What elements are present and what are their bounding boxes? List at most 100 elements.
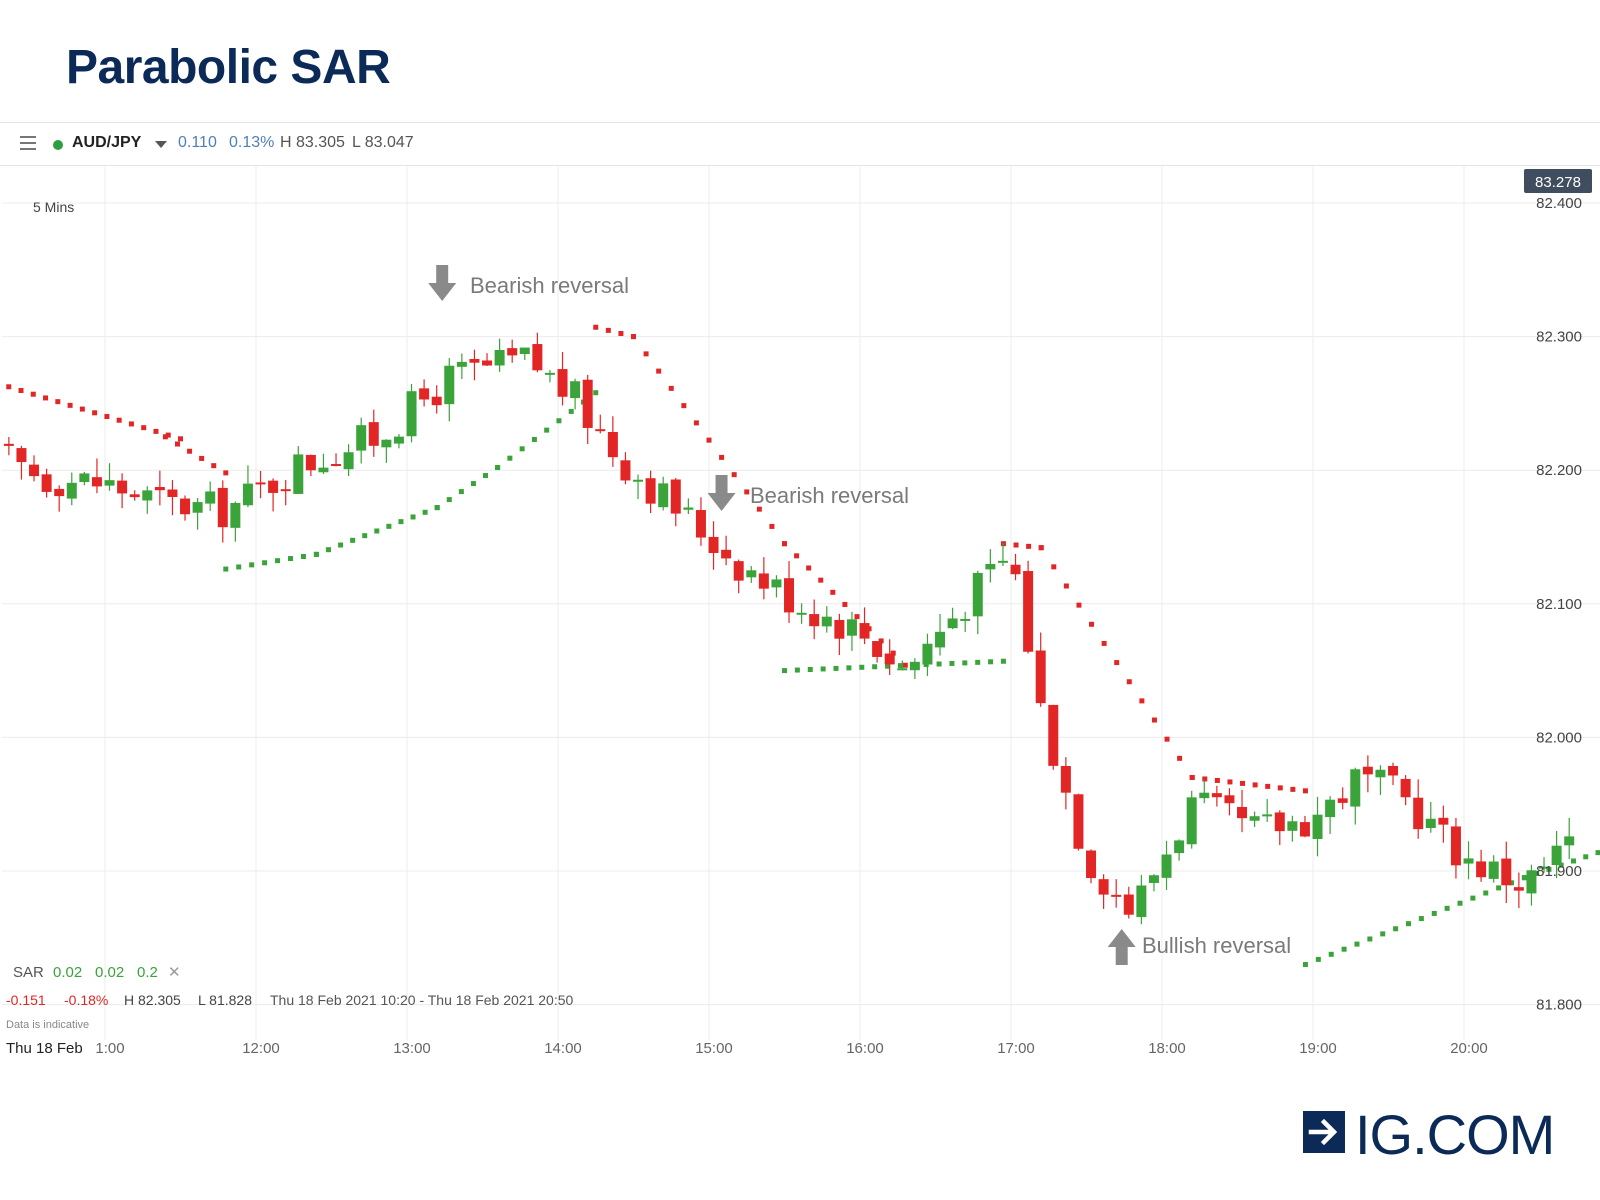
candle [29, 455, 40, 482]
sar-dot [262, 560, 268, 566]
candle [683, 498, 694, 515]
sar-dot [1595, 850, 1600, 856]
sar-dot [544, 427, 550, 433]
sar-dot [325, 547, 331, 553]
candle [318, 453, 329, 474]
sar-dot [1418, 916, 1424, 922]
sar-dot [116, 417, 122, 423]
candle [897, 660, 908, 671]
candle [205, 481, 216, 511]
candle [1186, 790, 1197, 849]
candle [1501, 841, 1512, 904]
sar-dot [374, 528, 380, 534]
sar-dot [1470, 895, 1476, 901]
candle [3, 436, 14, 456]
close-icon[interactable]: ✕ [168, 964, 181, 981]
candle [960, 611, 971, 633]
candle [1237, 789, 1248, 833]
candle [167, 480, 178, 516]
sar-dot [1534, 871, 1540, 877]
candle [708, 521, 719, 570]
sar-dot [1521, 875, 1527, 881]
candle [1476, 849, 1487, 882]
chart-area[interactable]: Bearish reversal Bearish reversal Bullish … [0, 165, 1600, 1062]
candle [419, 379, 430, 407]
sar-dot [846, 665, 852, 671]
sar-dot [593, 390, 599, 396]
candle [1073, 793, 1084, 851]
candle [1249, 811, 1260, 828]
indicator-name: SAR [13, 964, 44, 981]
sar-dot [719, 454, 725, 460]
menu-icon[interactable] [20, 136, 36, 150]
sar-dot [519, 446, 525, 452]
candle [482, 353, 493, 366]
sar-dot [1354, 941, 1360, 947]
sar-dot [902, 662, 908, 668]
candle [872, 641, 883, 663]
indicator-param-2: 0.02 [95, 964, 124, 981]
candle [1312, 796, 1323, 857]
candle [544, 370, 555, 383]
instrument-selector[interactable]: AUD/JPY [72, 134, 142, 151]
candle [1136, 874, 1147, 925]
sar-dot [1302, 788, 1308, 794]
sar-dot [1227, 779, 1233, 785]
candle [746, 566, 757, 583]
x-tick-label: 19:00 [1299, 1040, 1337, 1057]
sar-dot [1570, 858, 1576, 864]
candle [406, 383, 417, 443]
candle [16, 445, 27, 480]
sar-dot [1367, 936, 1373, 942]
sar-dot [1000, 658, 1006, 664]
sar-dot [794, 553, 800, 559]
candle [1539, 857, 1550, 873]
logo-text: IG.COM [1355, 1103, 1555, 1166]
candle [268, 478, 279, 512]
sar-dot [1126, 679, 1132, 685]
sar-dot [1546, 866, 1552, 872]
candle [255, 471, 266, 499]
sar-dot [1457, 900, 1463, 906]
candle [947, 607, 958, 630]
candlestick-chart[interactable]: Bearish reversal Bearish reversal Bullish … [0, 165, 1600, 1062]
candle [658, 476, 669, 511]
sar-dot [1509, 880, 1515, 886]
sar-dot [756, 506, 762, 512]
annotation-label: Bullish reversal [1142, 933, 1291, 958]
x-tick-label: 14:00 [544, 1040, 582, 1057]
candle [859, 607, 870, 645]
caret-down-icon[interactable] [155, 141, 167, 148]
candle [444, 358, 455, 422]
candle [1564, 817, 1575, 860]
sar-dot [923, 662, 929, 668]
sar-dot [1315, 956, 1321, 962]
candle [154, 470, 165, 506]
x-tick-label: 13:00 [393, 1040, 431, 1057]
y-tick-label: 81.800 [1536, 997, 1582, 1014]
sar-dot [434, 505, 440, 511]
current-price-tag: 83.278 [1524, 169, 1592, 193]
candle [595, 414, 606, 434]
candle [431, 385, 442, 414]
sar-dot [410, 514, 416, 520]
candle [519, 347, 530, 360]
candle [670, 478, 681, 527]
sar-dot [706, 437, 712, 443]
candle [1148, 874, 1159, 892]
green-dot-icon [53, 140, 63, 150]
candle [821, 606, 832, 633]
sar-dot [782, 668, 787, 674]
sar-dot [1076, 602, 1082, 608]
change-value: 0.110 [178, 134, 217, 151]
sar-dot [1164, 736, 1170, 742]
sar-dot [1496, 885, 1502, 891]
candle [180, 495, 191, 521]
arrow-right-icon [1303, 1111, 1345, 1153]
sar-dot [446, 497, 452, 503]
candle [1400, 775, 1411, 806]
summary-range: Thu 18 Feb 2021 10:20 - Thu 18 Feb 2021 … [270, 992, 574, 1008]
sar-dot [1177, 755, 1183, 761]
candle [846, 611, 857, 651]
candle [1362, 755, 1373, 793]
